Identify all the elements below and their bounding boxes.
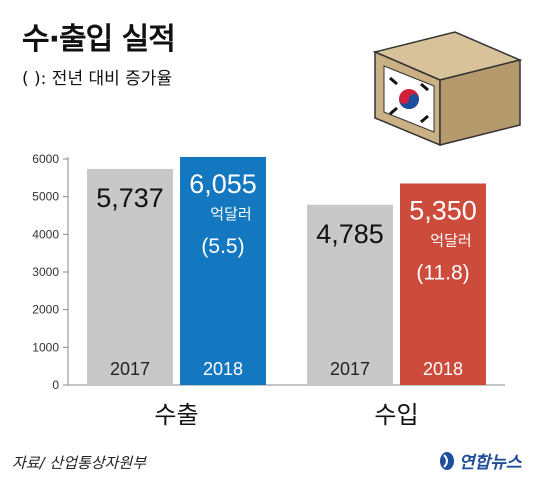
year-label-2017: 2017 <box>110 359 150 379</box>
source-note: 자료/ 산업통상자원부 <box>12 454 147 472</box>
group-label: 수입 <box>374 401 418 429</box>
bar-2017 <box>307 204 393 385</box>
yonhap-logo-icon <box>440 451 454 470</box>
y-tick-label: 1000 <box>32 340 59 354</box>
group-label: 수출 <box>154 401 198 429</box>
growth-label: (5.5) <box>201 235 244 258</box>
growth-label: (11.8) <box>416 261 469 284</box>
bar-2018 <box>400 183 486 385</box>
chart-subtitle: ( ): 전년 대비 증가율 <box>22 69 173 89</box>
y-tick-label: 0 <box>52 378 59 392</box>
export-box-illustration <box>372 31 523 147</box>
value-label-2017: 5,737 <box>96 183 164 213</box>
logo-text: 연합뉴스 <box>459 453 522 473</box>
value-label-2018: 5,350 <box>409 195 477 225</box>
y-tick-label: 2000 <box>32 303 59 317</box>
y-tick-label: 6000 <box>32 152 59 166</box>
value-label-2017: 4,785 <box>316 219 384 249</box>
chart-title: 수·출입 실적 <box>22 22 176 57</box>
y-tick-label: 5000 <box>32 190 59 204</box>
taegukgi-icon <box>389 76 429 124</box>
y-tick-label: 4000 <box>32 227 59 241</box>
year-label-2018: 2018 <box>203 359 243 379</box>
value-label-2018: 6,055 <box>189 169 257 199</box>
yonhap-logo: 연합뉴스 <box>438 448 522 473</box>
unit-label: 억달러 <box>210 205 251 223</box>
bar-chart: 0 1000 2000 3000 4000 5000 6000 5,737 6,055 억달러 (… <box>32 31 523 429</box>
bar-2017 <box>87 168 173 385</box>
bar-2018 <box>180 156 266 385</box>
year-label-2017: 2017 <box>330 359 370 379</box>
unit-label: 억달러 <box>430 231 471 249</box>
y-tick-label: 3000 <box>32 265 59 279</box>
year-label-2018: 2018 <box>423 359 463 379</box>
